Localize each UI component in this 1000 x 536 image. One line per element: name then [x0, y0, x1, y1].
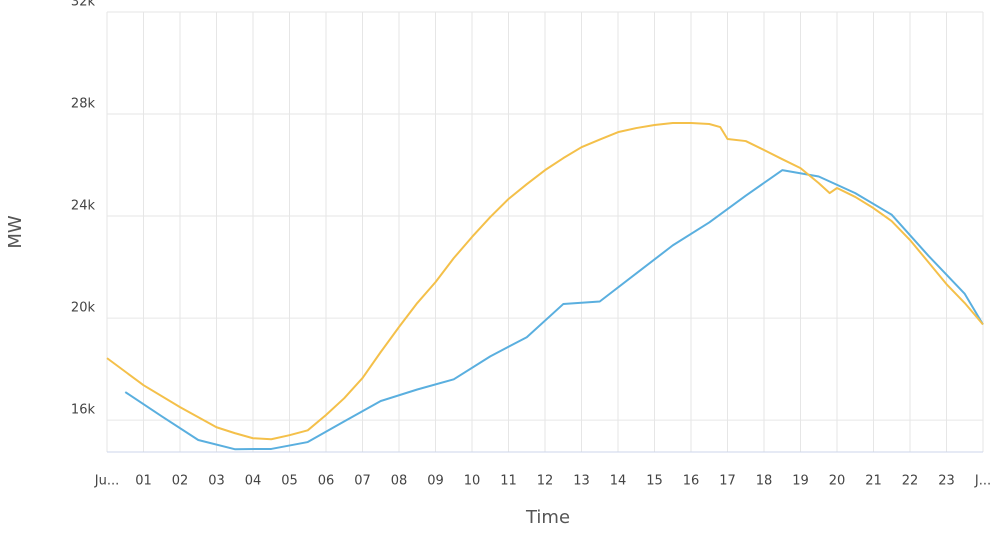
x-tick-label: 20	[829, 474, 846, 489]
y-tick-label: 20k	[71, 301, 96, 316]
y-axis-title: MW	[5, 215, 26, 249]
x-tick-label: 16	[683, 474, 700, 489]
x-tick-label: 03	[208, 474, 225, 489]
y-tick-label: 28k	[71, 97, 96, 112]
x-tick-label: 11	[500, 474, 517, 489]
x-tick-label: 17	[719, 474, 736, 489]
x-tick-label: 21	[865, 474, 882, 489]
x-tick-label: 01	[135, 474, 152, 489]
x-tick-label: 06	[318, 474, 335, 489]
x-tick-label: 23	[938, 474, 955, 489]
x-tick-label: 14	[610, 474, 627, 489]
x-axis-title: Time	[525, 507, 570, 528]
x-tick-label: 19	[792, 474, 809, 489]
x-tick-label: 13	[573, 474, 590, 489]
x-tick-label: 07	[354, 474, 371, 489]
x-tick-label: Ju...	[94, 474, 119, 489]
y-tick-label: 32k	[71, 0, 96, 10]
x-tick-label: 15	[646, 474, 663, 489]
y-tick-label: 24k	[71, 199, 96, 214]
y-tick-label: 16k	[71, 403, 96, 418]
series-line	[124, 169, 984, 451]
x-tick-label: 08	[391, 474, 408, 489]
x-tick-label: 22	[902, 474, 919, 489]
series-line	[106, 121, 984, 441]
x-tick-label: 02	[172, 474, 189, 489]
x-tick-label: 09	[427, 474, 444, 489]
x-tick-label: 10	[464, 474, 481, 489]
x-tick-label: 12	[537, 474, 554, 489]
x-tick-label: 18	[756, 474, 773, 489]
x-tick-label: J...	[974, 474, 991, 489]
x-tick-label: 04	[245, 474, 262, 489]
x-tick-label: 05	[281, 474, 298, 489]
